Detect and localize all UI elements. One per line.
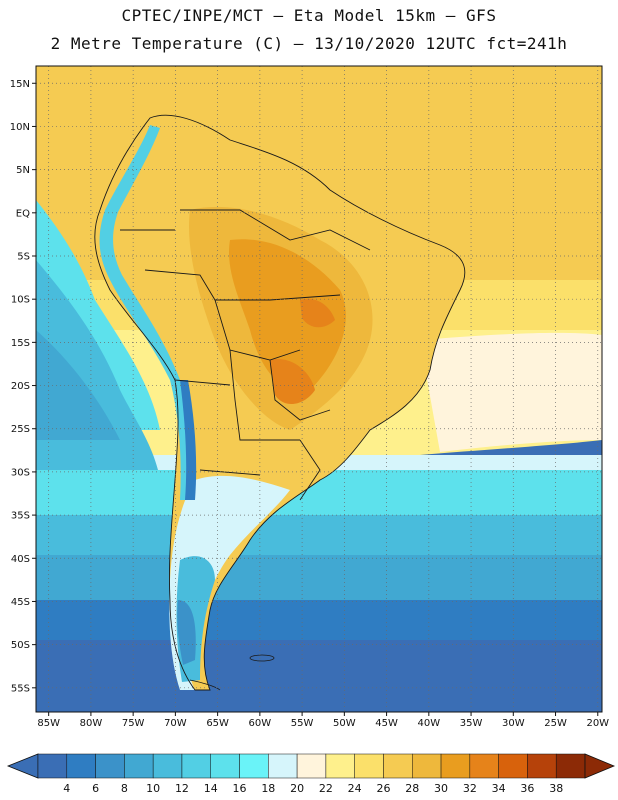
colorbar-level-label: 38 (549, 782, 563, 795)
colorbar-level-label: 20 (290, 782, 304, 795)
lat-tick-label: 45S (11, 597, 30, 608)
colorbar-level-label: 14 (204, 782, 218, 795)
lon-tick-label: 55W (291, 718, 314, 729)
lon-tick-label: 85W (37, 718, 60, 729)
lat-tick-label: 10N (10, 122, 30, 133)
colorbar-swatch (95, 753, 125, 779)
lon-tick-label: 60W (249, 718, 272, 729)
lat-tick-label: 50S (11, 640, 30, 651)
lat-tick-label: 40S (11, 554, 30, 565)
lon-tick-label: 65W (206, 718, 229, 729)
colorbar-swatch (498, 753, 528, 779)
colorbar-level-label: 4 (63, 782, 70, 795)
lon-tick-label: 70W (164, 718, 187, 729)
colorbar-swatch (210, 753, 240, 779)
lon-tick-label: 35W (460, 718, 483, 729)
colorbar-level-label: 6 (92, 782, 99, 795)
lon-tick-label: 50W (333, 718, 356, 729)
colorbar-left-arrow-icon (6, 753, 39, 779)
colorbar-swatch (383, 753, 413, 779)
colorbar-right-arrow-icon (584, 753, 616, 779)
colorbar-level-label: 10 (146, 782, 160, 795)
colorbar-level-label: 24 (348, 782, 362, 795)
colorbar-level-label: 34 (492, 782, 506, 795)
lat-tick-label: 5S (17, 252, 30, 263)
lat-tick-label: 15S (11, 338, 30, 349)
longitude-axis: 85W 80W 75W 70W 65W 60W 55W 50W 45W 40W 35W 30W 25W 2… (37, 712, 609, 729)
lat-tick-label: 25S (11, 424, 30, 435)
temperature-colorbar: 4 6 8 10 12 14 16 18 20 22 24 26 28 30 32 34 36 38 (6, 753, 616, 795)
colorbar-swatch (527, 753, 557, 779)
colorbar-level-label: 8 (121, 782, 128, 795)
lat-tick-label: EQ (16, 208, 30, 219)
colorbar-swatch (440, 753, 471, 779)
lon-tick-label: 20W (586, 718, 609, 729)
lon-tick-label: 40W (418, 718, 441, 729)
lat-tick-label: 10S (11, 295, 30, 306)
map-title-line2: 2 Metre Temperature (C) — 13/10/2020 12U… (50, 34, 568, 53)
lat-tick-label: 35S (11, 511, 30, 522)
colorbar-swatch (296, 753, 327, 779)
lon-tick-label: 25W (544, 718, 567, 729)
colorbar-level-label: 30 (434, 782, 448, 795)
colorbar-level-label: 32 (463, 782, 477, 795)
map-field (36, 66, 602, 712)
colorbar-swatch (325, 753, 355, 779)
lat-tick-label: 55S (11, 683, 30, 694)
colorbar-level-label: 18 (261, 782, 275, 795)
colorbar-swatch (412, 753, 442, 779)
colorbar-level-label: 12 (175, 782, 189, 795)
latitude-axis: 15N 10N 5N EQ 5S 10S 15S 20S 25S 30S 35S 40S 45S 50S 5… (10, 79, 36, 694)
colorbar-swatch (66, 753, 96, 779)
lon-tick-label: 75W (122, 718, 145, 729)
lat-tick-label: 20S (11, 381, 30, 392)
colorbar-level-label: 36 (520, 782, 534, 795)
colorbar-level-label: 22 (319, 782, 333, 795)
lat-tick-label: 15N (10, 79, 30, 90)
colorbar-swatch (181, 753, 211, 779)
lat-tick-label: 5N (16, 165, 30, 176)
map-title-line1: CPTEC/INPE/MCT — Eta Model 15km — GFS (121, 6, 497, 25)
colorbar-swatch (555, 753, 586, 779)
colorbar-level-label: 28 (405, 782, 419, 795)
colorbar-swatch (354, 753, 384, 779)
colorbar-swatch (469, 753, 499, 779)
colorbar-swatch (239, 753, 269, 779)
colorbar-swatch (268, 753, 298, 779)
colorbar-level-label: 26 (376, 782, 390, 795)
lon-tick-label: 30W (502, 718, 525, 729)
map-frame (35, 65, 603, 713)
colorbar-swatch (37, 753, 68, 779)
colorbar-swatch (124, 753, 154, 779)
colorbar-swatch (152, 753, 183, 779)
lon-tick-label: 80W (80, 718, 103, 729)
lat-tick-label: 30S (11, 467, 30, 478)
colorbar-level-label: 16 (233, 782, 247, 795)
lon-tick-label: 45W (375, 718, 398, 729)
